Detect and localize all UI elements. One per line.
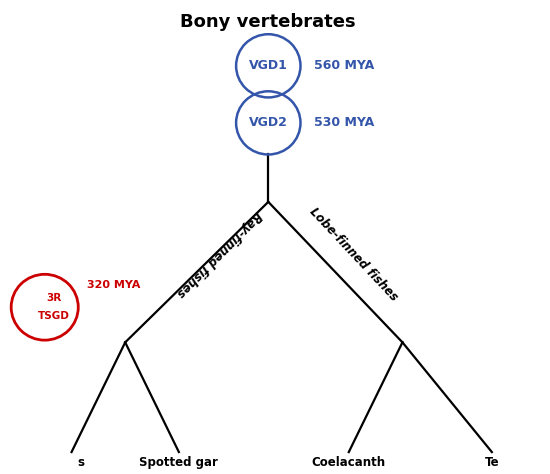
- Text: Spotted gar: Spotted gar: [139, 456, 218, 469]
- Text: 320 MYA: 320 MYA: [87, 280, 141, 290]
- Text: Te: Te: [485, 456, 499, 469]
- Text: Ray-finned fishes: Ray-finned fishes: [174, 210, 265, 300]
- Text: Lobe-finned fishes: Lobe-finned fishes: [306, 205, 400, 304]
- Text: Bony vertebrates: Bony vertebrates: [180, 13, 356, 31]
- Text: TSGD: TSGD: [38, 311, 70, 321]
- Text: s: s: [77, 456, 84, 469]
- Text: VGD1: VGD1: [249, 59, 288, 73]
- Text: 560 MYA: 560 MYA: [314, 59, 374, 73]
- Text: VGD2: VGD2: [249, 117, 288, 129]
- Text: 3R: 3R: [46, 293, 61, 303]
- Text: 530 MYA: 530 MYA: [314, 117, 374, 129]
- Text: Coelacanth: Coelacanth: [312, 456, 386, 469]
